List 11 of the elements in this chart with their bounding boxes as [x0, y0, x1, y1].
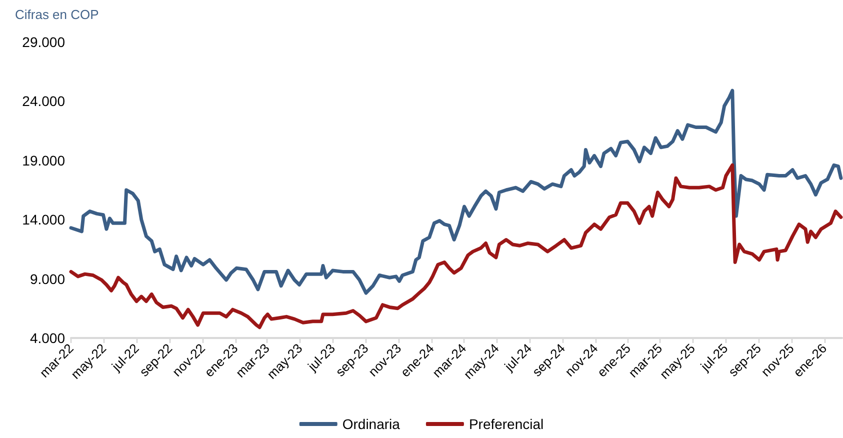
y-tick-label: 24.000	[22, 93, 66, 110]
chart-subtitle: Cifras en COP	[15, 7, 99, 22]
legend-label: Preferencial	[468, 416, 544, 432]
line-series	[69, 88, 843, 295]
y-tick-label: 4.000	[30, 330, 66, 346]
y-tick-label: 9.000	[30, 270, 66, 287]
y-tick-label: 14.000	[22, 212, 66, 228]
y-tick-label: 29.000	[22, 34, 66, 50]
legend-label: Ordinaria	[342, 416, 400, 432]
y-tick-label: 19.000	[22, 152, 66, 168]
line-series	[69, 163, 843, 330]
